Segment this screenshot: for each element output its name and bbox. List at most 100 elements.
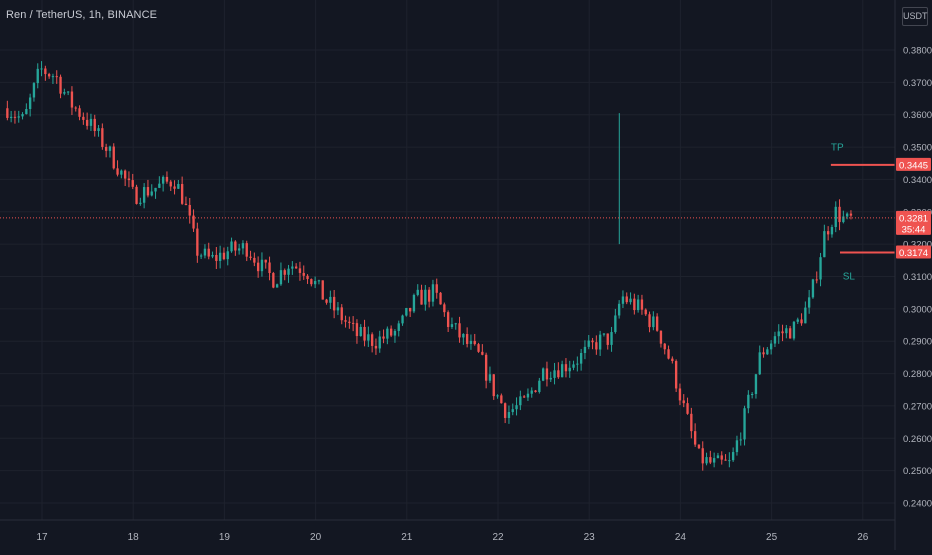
candle-body [830, 227, 834, 235]
candle-body [842, 216, 845, 223]
candle-body [146, 187, 150, 196]
x-tick-label: 23 [584, 532, 596, 543]
candle-body [750, 393, 754, 395]
candle-body [44, 68, 47, 75]
candle-body [294, 266, 298, 269]
candle-body [196, 228, 199, 256]
y-tick-label: 0.3500 [903, 143, 932, 154]
candle-body [636, 299, 640, 311]
candle-body [424, 289, 427, 305]
x-tick-label: 21 [401, 532, 413, 543]
candle-body [549, 377, 552, 380]
candle-body [154, 187, 157, 192]
x-tick-label: 19 [219, 532, 231, 543]
candle-body [142, 187, 146, 203]
candle-body [386, 328, 389, 339]
candle-body [150, 191, 153, 196]
candle-body [249, 256, 252, 258]
sl-annotation: SL [843, 272, 856, 283]
candle-body [788, 328, 792, 339]
candle-body [82, 116, 85, 120]
x-tick-label: 18 [128, 532, 140, 543]
candle-body [606, 333, 609, 345]
candle-body [237, 248, 241, 251]
grid [0, 0, 895, 520]
candle-body [526, 393, 530, 398]
y-tick-label: 0.3200 [903, 240, 932, 251]
candle-body [796, 319, 799, 322]
candle-body [735, 440, 739, 453]
candle-body [541, 368, 545, 381]
candle-body [507, 412, 511, 418]
price-axis[interactable]: 0.38000.37000.36000.35000.34000.33000.32… [903, 46, 932, 510]
y-tick-label: 0.3100 [903, 272, 932, 283]
x-tick-label: 22 [492, 532, 504, 543]
y-tick-label: 0.2600 [903, 434, 932, 445]
candle-body [690, 413, 693, 432]
candle-body [792, 321, 796, 339]
x-tick-label: 26 [857, 532, 869, 543]
candle-body [785, 328, 788, 334]
candle-body [382, 336, 385, 339]
candle-body [199, 255, 203, 257]
candle-body [845, 213, 849, 217]
currency-button[interactable]: USDT [902, 7, 928, 26]
candle-body [351, 322, 355, 324]
candle-body [25, 109, 28, 115]
candle-body [838, 206, 841, 223]
current-price-tag-bg [896, 210, 931, 235]
candle-body [739, 439, 742, 441]
candle-body [583, 346, 587, 353]
x-tick-label: 20 [310, 532, 322, 543]
candle-body [207, 248, 210, 257]
candle-body [724, 459, 727, 461]
x-tick-label: 25 [766, 532, 778, 543]
candle-body [66, 91, 70, 93]
candle-body [443, 304, 446, 313]
candle-body [275, 284, 279, 288]
candle-body [519, 396, 522, 406]
candle-body [97, 128, 100, 132]
time-axis[interactable]: 17 18 19 20 21 22 23 24 25 26 [36, 532, 868, 543]
candle-body [427, 289, 431, 302]
candle-body [568, 367, 571, 372]
symbol-title[interactable]: Ren / TetherUS, 1h, BINANCE [6, 9, 158, 21]
candle-body [230, 241, 233, 252]
candle-body [287, 268, 290, 275]
candle-body [454, 323, 457, 325]
candle-body [754, 374, 758, 394]
sl-price-tag-bg [896, 245, 931, 259]
candle-body [139, 202, 142, 204]
candle-body [325, 299, 328, 303]
candle-body [158, 183, 161, 188]
sl-price-tag-text: 0.3174 [899, 248, 928, 259]
candle-body [712, 458, 716, 463]
candle-body [686, 403, 689, 414]
y-tick-label: 0.3800 [903, 46, 932, 57]
tp-annotation: TP [831, 142, 844, 153]
candle-body [268, 262, 271, 274]
candle-body [310, 279, 313, 285]
candle-body [332, 296, 336, 311]
candle-body [534, 390, 537, 392]
candle-body [40, 68, 43, 70]
candle-body [614, 315, 617, 333]
candle-body [108, 146, 112, 151]
candle-body [807, 297, 811, 308]
candle-body [393, 330, 397, 336]
candle-body [355, 323, 359, 337]
candle-body [446, 312, 450, 327]
candle-body [55, 76, 58, 78]
y-tick-label: 0.2700 [903, 401, 932, 412]
candle-body [340, 307, 343, 321]
candle-body [306, 275, 309, 280]
current-price-tag-text: 0.3281 [899, 213, 928, 224]
x-tick-label: 17 [36, 532, 48, 543]
candle-body [203, 248, 207, 256]
candle-body [545, 368, 549, 380]
candle-body [416, 289, 419, 295]
candle-body [663, 343, 666, 350]
y-tick-label: 0.2500 [903, 466, 932, 477]
